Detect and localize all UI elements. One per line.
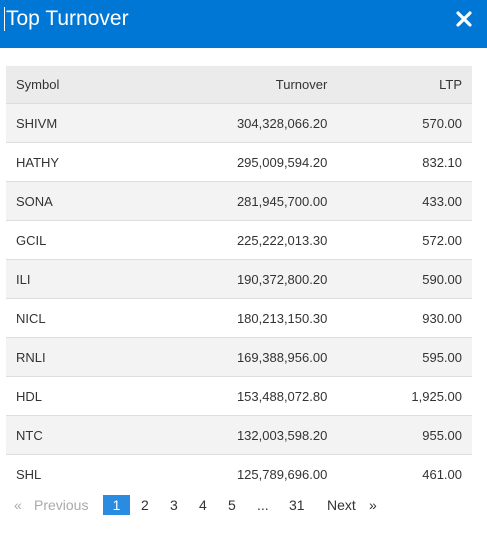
- table-row: ILI 190,372,800.20 590.00: [6, 259, 472, 299]
- turnover-table: Symbol Turnover LTP SHIVM 304,328,066.20…: [6, 66, 472, 493]
- table-row: HDL 153,488,072.80 1,925.00: [6, 376, 472, 416]
- first-page-arrow: «: [14, 497, 22, 513]
- table-row: HATHY 295,009,594.20 832.10: [6, 142, 472, 182]
- cell-symbol: SONA: [6, 181, 127, 221]
- cell-ltp: 595.00: [337, 337, 472, 377]
- cell-ltp: 590.00: [337, 259, 472, 299]
- column-header-turnover[interactable]: Turnover: [126, 66, 338, 104]
- last-page-arrow[interactable]: »: [369, 497, 377, 513]
- cell-turnover: 304,328,066.20: [126, 103, 338, 143]
- cell-ltp: 1,925.00: [337, 376, 472, 416]
- cell-turnover: 281,945,700.00: [126, 181, 338, 221]
- next-page-link[interactable]: Next: [327, 497, 356, 513]
- cell-symbol: SHL: [6, 454, 127, 493]
- cell-turnover: 169,388,956.00: [126, 337, 338, 377]
- cell-ltp: 433.00: [337, 181, 472, 221]
- table-row: NTC 132,003,598.20 955.00: [6, 415, 472, 455]
- page-link-3[interactable]: 3: [170, 497, 178, 513]
- cell-symbol: ILI: [6, 259, 127, 299]
- cell-turnover: 180,213,150.30: [126, 298, 338, 338]
- cell-symbol: SHIVM: [6, 103, 127, 143]
- cell-turnover: 125,789,696.00: [126, 454, 338, 493]
- table-row: GCIL 225,222,013.30 572.00: [6, 220, 472, 260]
- cell-symbol: HATHY: [6, 142, 127, 182]
- table-row: RNLI 169,388,956.00 595.00: [6, 337, 472, 377]
- cell-symbol: GCIL: [6, 220, 127, 260]
- table-header-row: Symbol Turnover LTP: [6, 66, 472, 104]
- column-header-symbol[interactable]: Symbol: [6, 66, 127, 104]
- modal-header: Top Turnover: [0, 0, 487, 48]
- close-icon[interactable]: [455, 10, 473, 28]
- table-row: SHL 125,789,696.00 461.00: [6, 454, 472, 493]
- cell-turnover: 132,003,598.20: [126, 415, 338, 455]
- cell-turnover: 225,222,013.30: [126, 220, 338, 260]
- cell-ltp: 461.00: [337, 454, 472, 493]
- cell-ltp: 832.10: [337, 142, 472, 182]
- page-link-1[interactable]: 1: [103, 495, 130, 515]
- table-row: SHIVM 304,328,066.20 570.00: [6, 103, 472, 143]
- modal-title: Top Turnover: [4, 7, 129, 31]
- cell-symbol: NICL: [6, 298, 127, 338]
- cell-ltp: 955.00: [337, 415, 472, 455]
- page-link-last[interactable]: 31: [289, 497, 305, 513]
- cell-turnover: 190,372,800.20: [126, 259, 338, 299]
- cell-turnover: 295,009,594.20: [126, 142, 338, 182]
- cell-symbol: RNLI: [6, 337, 127, 377]
- table-row: NICL 180,213,150.30 930.00: [6, 298, 472, 338]
- cell-symbol: HDL: [6, 376, 127, 416]
- page-link-4[interactable]: 4: [199, 497, 207, 513]
- cell-ltp: 570.00: [337, 103, 472, 143]
- previous-page-link: Previous: [34, 497, 89, 513]
- page-link-5[interactable]: 5: [228, 497, 236, 513]
- turnover-table-container: Symbol Turnover LTP SHIVM 304,328,066.20…: [6, 66, 472, 493]
- cell-ltp: 930.00: [337, 298, 472, 338]
- pagination-ellipsis: ...: [257, 497, 269, 513]
- table-row: SONA 281,945,700.00 433.00: [6, 181, 472, 221]
- cell-ltp: 572.00: [337, 220, 472, 260]
- cell-turnover: 153,488,072.80: [126, 376, 338, 416]
- cell-symbol: NTC: [6, 415, 127, 455]
- column-header-ltp[interactable]: LTP: [337, 66, 472, 104]
- page-link-2[interactable]: 2: [141, 497, 149, 513]
